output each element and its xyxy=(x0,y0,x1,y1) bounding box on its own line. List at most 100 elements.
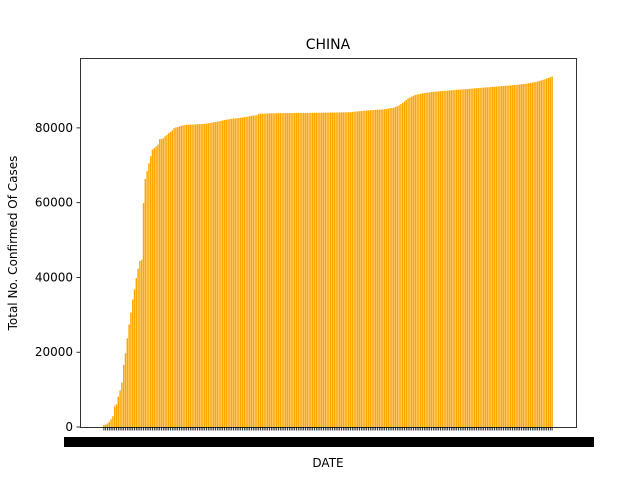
bar xyxy=(284,113,287,428)
bar xyxy=(301,112,303,428)
bar xyxy=(293,113,296,428)
bar xyxy=(169,131,172,428)
bar xyxy=(308,112,310,428)
bar xyxy=(421,93,424,427)
bar xyxy=(533,82,535,427)
bar xyxy=(207,123,210,428)
bar xyxy=(428,92,431,427)
bar xyxy=(283,113,285,428)
bar xyxy=(265,113,267,427)
bar xyxy=(441,91,444,428)
bar xyxy=(461,89,463,428)
bar xyxy=(139,261,141,427)
bar xyxy=(484,87,487,428)
bar xyxy=(457,89,460,427)
bar xyxy=(524,83,526,428)
bar xyxy=(365,110,368,428)
bar xyxy=(209,123,211,427)
bar xyxy=(340,112,343,427)
bar xyxy=(544,79,546,427)
bar xyxy=(335,112,337,427)
bar xyxy=(515,84,517,427)
bar xyxy=(220,120,222,427)
bar xyxy=(549,77,552,427)
bar xyxy=(266,113,269,427)
y-tick-label: 0 xyxy=(65,420,73,434)
bar xyxy=(126,338,129,427)
bar xyxy=(326,112,328,427)
bar xyxy=(140,259,143,427)
bar xyxy=(320,112,323,428)
bar xyxy=(236,118,238,428)
bar xyxy=(216,121,219,427)
bar xyxy=(464,89,467,428)
bar xyxy=(434,91,436,428)
bar xyxy=(508,85,510,428)
bar xyxy=(263,113,265,427)
bar xyxy=(239,117,242,427)
bar xyxy=(409,97,411,427)
bar xyxy=(194,124,197,427)
bar xyxy=(310,112,312,427)
bar xyxy=(436,91,438,427)
bar xyxy=(504,85,507,427)
bar xyxy=(479,87,481,427)
bar xyxy=(106,423,109,427)
bar xyxy=(531,82,534,427)
bar xyxy=(329,112,332,427)
bar xyxy=(405,99,408,428)
bar xyxy=(527,83,530,428)
bar xyxy=(369,110,372,428)
bar xyxy=(275,113,278,427)
x-axis-label: DATE xyxy=(312,456,343,470)
bar xyxy=(342,112,345,427)
bar xyxy=(167,133,170,427)
bar xyxy=(196,124,199,427)
bar xyxy=(178,126,181,427)
bar xyxy=(380,109,382,427)
bar xyxy=(475,88,478,428)
bar xyxy=(256,115,258,427)
bar xyxy=(349,112,352,427)
bar xyxy=(493,86,496,428)
bar xyxy=(205,123,208,427)
bar xyxy=(358,111,361,427)
bar xyxy=(425,92,427,428)
bar xyxy=(124,353,127,427)
bar xyxy=(551,76,553,427)
bar xyxy=(400,104,402,428)
bar xyxy=(364,110,366,428)
bar xyxy=(218,121,220,427)
bar xyxy=(495,86,498,427)
bar xyxy=(211,122,213,428)
bar xyxy=(223,119,226,427)
bar xyxy=(203,123,206,427)
bar xyxy=(164,136,166,427)
bar xyxy=(292,113,294,428)
bar xyxy=(234,118,237,428)
bar xyxy=(214,121,217,428)
bar xyxy=(500,86,503,428)
bar xyxy=(290,113,292,427)
bar xyxy=(131,299,134,427)
bar xyxy=(146,171,148,427)
bar xyxy=(248,116,251,427)
bar xyxy=(268,113,271,427)
bar xyxy=(452,90,454,428)
bar xyxy=(373,109,375,427)
bar xyxy=(403,101,406,428)
bar xyxy=(333,112,336,427)
bar xyxy=(506,85,508,428)
bar xyxy=(191,124,193,427)
bar xyxy=(486,87,489,427)
bar xyxy=(324,112,327,427)
bar xyxy=(430,92,433,427)
chart-title: CHINA xyxy=(306,37,351,53)
bar xyxy=(277,113,280,428)
bar xyxy=(142,203,145,427)
bar xyxy=(225,119,228,427)
bar xyxy=(241,117,244,427)
bar xyxy=(481,87,483,427)
bar xyxy=(427,92,429,427)
